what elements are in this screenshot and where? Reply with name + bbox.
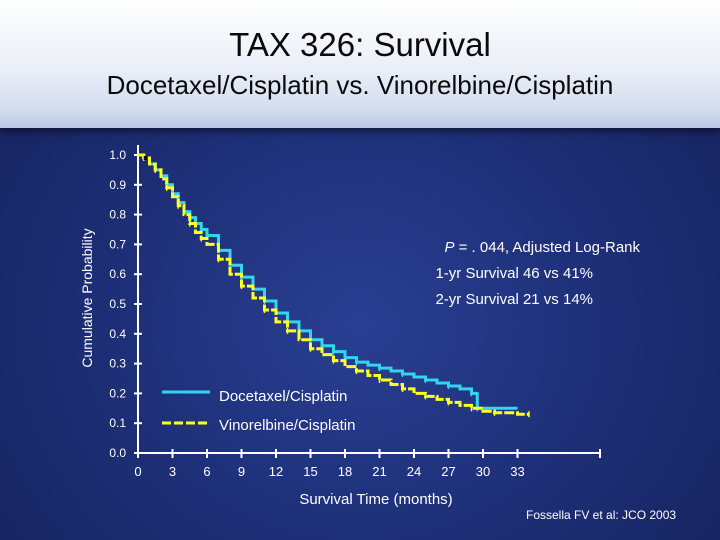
one-year-survival-annotation: 1-yr Survival 46 vs 41% — [435, 265, 593, 282]
x-tick-label: 30 — [476, 464, 490, 479]
x-tick-label: 21 — [372, 464, 386, 479]
y-tick-label: 0.8 — [109, 208, 126, 222]
x-tick-label: 27 — [441, 464, 455, 479]
x-tick-label: 24 — [407, 464, 421, 479]
y-tick-label: 1.0 — [109, 148, 126, 162]
two-year-survival-annotation: 2-yr Survival 21 vs 14% — [435, 291, 593, 308]
y-tick-label: 0.1 — [109, 416, 126, 430]
y-axis-ticks: 0.0 0.1 0.2 0.3 0.4 0.5 0.6 0.7 0.8 0.9 1.0 — [109, 148, 142, 460]
x-tick-label: 12 — [269, 464, 283, 479]
x-tick-label: 6 — [203, 464, 210, 479]
y-tick-label: 0.2 — [109, 386, 126, 400]
p-value-annotation: P = . 044, Adjusted Log-Rank — [444, 239, 640, 256]
y-tick-label: 0.6 — [109, 267, 126, 281]
y-tick-label: 0.7 — [109, 237, 126, 251]
x-tick-label: 15 — [303, 464, 317, 479]
slide-title: TAX 326: Survival — [229, 26, 491, 63]
series-line-vinorelbine — [138, 153, 529, 416]
citation: Fossella FV et al: JCO 2003 — [526, 508, 677, 522]
x-tick-label: 18 — [338, 464, 352, 479]
y-tick-label: 0.5 — [109, 297, 126, 311]
slide-subtitle: Docetaxel/Cisplatin vs. Vinorelbine/Cisp… — [106, 70, 614, 100]
y-tick-label: 0.4 — [109, 327, 126, 341]
x-tick-label: 9 — [238, 464, 245, 479]
y-tick-label: 0.0 — [109, 446, 126, 460]
survival-curves — [138, 153, 530, 418]
x-axis-label: Survival Time (months) — [299, 491, 452, 508]
y-tick-label: 0.9 — [109, 178, 126, 192]
legend-docetaxel-label: Docetaxel/Cisplatin — [219, 388, 347, 405]
x-tick-label: 3 — [169, 464, 176, 479]
x-axis-ticks: 0 3 6 9 12 15 18 21 24 27 30 33 — [134, 449, 601, 479]
legend-vinorelbine-label: Vinorelbine/Cisplatin — [219, 417, 355, 434]
x-tick-label: 33 — [510, 464, 524, 479]
y-tick-label: 0.3 — [109, 357, 126, 371]
y-axis-label: Cumulative Probability — [79, 228, 95, 367]
x-tick-label: 0 — [134, 464, 141, 479]
p-value-prefix: P — [444, 239, 454, 256]
start-censor-mark — [143, 155, 148, 160]
p-value-text: = . 044, Adjusted Log-Rank — [454, 239, 640, 256]
title-banner: TAX 326: Survival Docetaxel/Cisplatin vs… — [0, 0, 720, 128]
